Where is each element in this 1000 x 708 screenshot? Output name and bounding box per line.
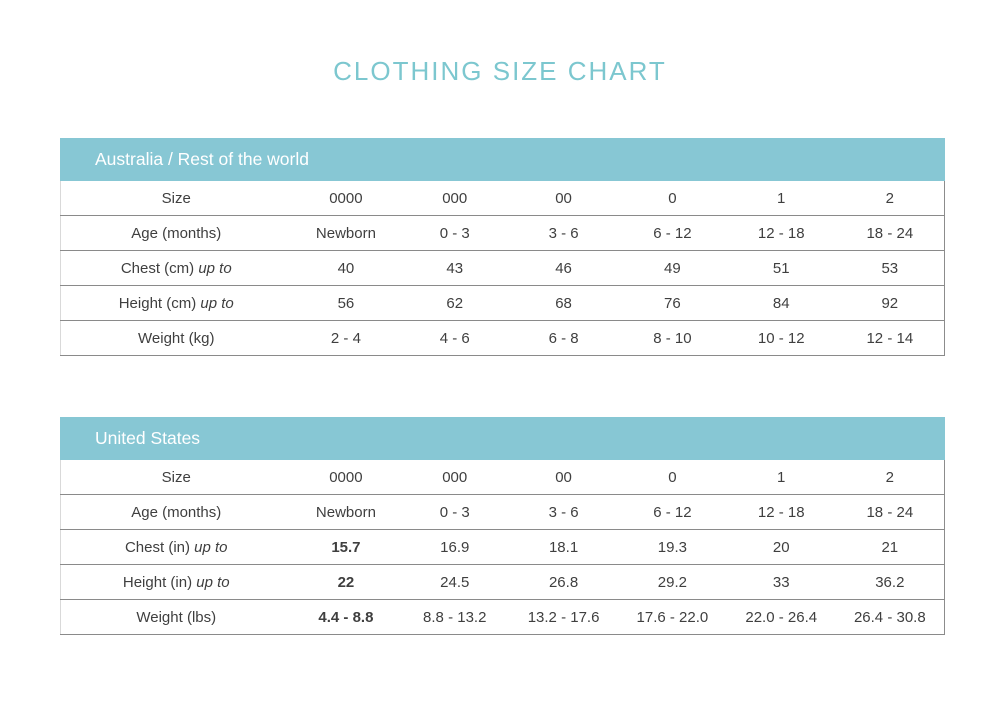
table-row: Size 0000 000 00 0 1 2 — [60, 460, 945, 495]
value-cell: 0 - 3 — [400, 494, 510, 530]
value-cell: 40 — [291, 250, 401, 286]
row-label-qualifier: up to — [190, 538, 228, 556]
value-cell: 6 - 12 — [617, 215, 727, 251]
value-cell: 3 - 6 — [509, 494, 618, 530]
value-cell: 6 - 8 — [509, 320, 618, 356]
row-label-qualifier: up to — [196, 294, 234, 312]
value-cell: 000 — [400, 460, 510, 495]
value-cell: 43 — [400, 250, 510, 286]
row-label: Age (months) — [60, 494, 292, 530]
size-table-grid: Size 0000 000 00 0 1 2 Age (months) Newborn 0 - 3… — [60, 460, 945, 635]
row-label-qualifier: up to — [192, 573, 230, 591]
row-label-qualifier: up to — [194, 259, 232, 277]
value-cell: 62 — [400, 285, 510, 321]
value-cell: 19.3 — [617, 529, 727, 565]
value-cell: 26.8 — [509, 564, 618, 600]
value-cell: 53 — [835, 250, 945, 286]
row-label: Weight (lbs) — [60, 599, 292, 635]
row-label: Size — [60, 460, 292, 495]
value-cell: 49 — [617, 250, 727, 286]
value-cell: 8.8 - 13.2 — [400, 599, 510, 635]
value-cell: Newborn — [291, 215, 401, 251]
row-label: Height (in) up to — [60, 564, 292, 600]
value-cell: 10 - 12 — [726, 320, 836, 356]
row-label: Size — [60, 181, 292, 216]
value-cell: 22.0 - 26.4 — [726, 599, 836, 635]
value-cell: 21 — [835, 529, 945, 565]
table-row: Chest (in) up to 15.7 16.9 18.1 19.3 20 21 — [60, 529, 945, 565]
value-cell: 26.4 - 30.8 — [835, 599, 945, 635]
value-cell: 8 - 10 — [617, 320, 727, 356]
value-cell: 33 — [726, 564, 836, 600]
value-cell: 0 — [617, 181, 727, 216]
value-cell: 00 — [509, 181, 618, 216]
value-cell: 1 — [726, 181, 836, 216]
value-cell: 0 — [617, 460, 727, 495]
row-label: Height (cm) up to — [60, 285, 292, 321]
value-cell: 18.1 — [509, 529, 618, 565]
value-cell: 12 - 18 — [726, 215, 836, 251]
value-cell: 12 - 14 — [835, 320, 945, 356]
value-cell: 29.2 — [617, 564, 727, 600]
value-cell: 4 - 6 — [400, 320, 510, 356]
value-cell: 18 - 24 — [835, 215, 945, 251]
size-table-united-states: United States Size 0000 000 00 0 1 2 Age (month… — [60, 417, 945, 635]
table-row: Chest (cm) up to 40 43 46 49 51 53 — [60, 250, 945, 286]
table-header-bar: United States — [60, 417, 945, 460]
value-cell: 84 — [726, 285, 836, 321]
value-cell: 2 - 4 — [291, 320, 401, 356]
table-header-bar: Australia / Rest of the world — [60, 138, 945, 181]
value-cell: 76 — [617, 285, 727, 321]
row-label: Age (months) — [60, 215, 292, 251]
row-label: Chest (in) up to — [60, 529, 292, 565]
table-header-title: United States — [95, 428, 201, 448]
value-cell: 20 — [726, 529, 836, 565]
value-cell: 46 — [509, 250, 618, 286]
value-cell: 16.9 — [400, 529, 510, 565]
value-cell: 24.5 — [400, 564, 510, 600]
value-cell: 92 — [835, 285, 945, 321]
value-cell: 0 - 3 — [400, 215, 510, 251]
value-cell: 51 — [726, 250, 836, 286]
value-cell: 1 — [726, 460, 836, 495]
table-header-title: Australia / Rest of the world — [95, 149, 309, 169]
table-row: Height (cm) up to 56 62 68 76 84 92 — [60, 285, 945, 321]
value-cell: 3 - 6 — [509, 215, 618, 251]
value-cell: 000 — [400, 181, 510, 216]
value-cell: Newborn — [291, 494, 401, 530]
value-cell: 17.6 - 22.0 — [617, 599, 727, 635]
table-row: Weight (lbs) 4.4 - 8.8 8.8 - 13.2 13.2 - 17… — [60, 599, 945, 635]
value-cell: 18 - 24 — [835, 494, 945, 530]
row-label: Weight (kg) — [60, 320, 292, 356]
page-title: CLOTHING SIZE CHART — [333, 56, 667, 86]
value-cell: 15.7 — [291, 529, 401, 565]
value-cell: 13.2 - 17.6 — [509, 599, 618, 635]
value-cell: 56 — [291, 285, 401, 321]
value-cell: 68 — [509, 285, 618, 321]
value-cell: 2 — [835, 460, 945, 495]
value-cell: 36.2 — [835, 564, 945, 600]
value-cell: 4.4 - 8.8 — [291, 599, 401, 635]
table-row: Height (in) up to 22 24.5 26.8 29.2 33 36.2 — [60, 564, 945, 600]
value-cell: 22 — [291, 564, 401, 600]
value-cell: 00 — [509, 460, 618, 495]
row-label: Chest (cm) up to — [60, 250, 292, 286]
value-cell: 0000 — [291, 181, 401, 216]
value-cell: 2 — [835, 181, 945, 216]
value-cell: 6 - 12 — [617, 494, 727, 530]
value-cell: 12 - 18 — [726, 494, 836, 530]
size-table-grid: Size 0000 000 00 0 1 2 Age (months) Newborn 0 - 3… — [60, 181, 945, 356]
value-cell: 0000 — [291, 460, 401, 495]
size-table-australia: Australia / Rest of the world Size 0000 00… — [60, 138, 945, 356]
table-row: Size 0000 000 00 0 1 2 — [60, 181, 945, 216]
